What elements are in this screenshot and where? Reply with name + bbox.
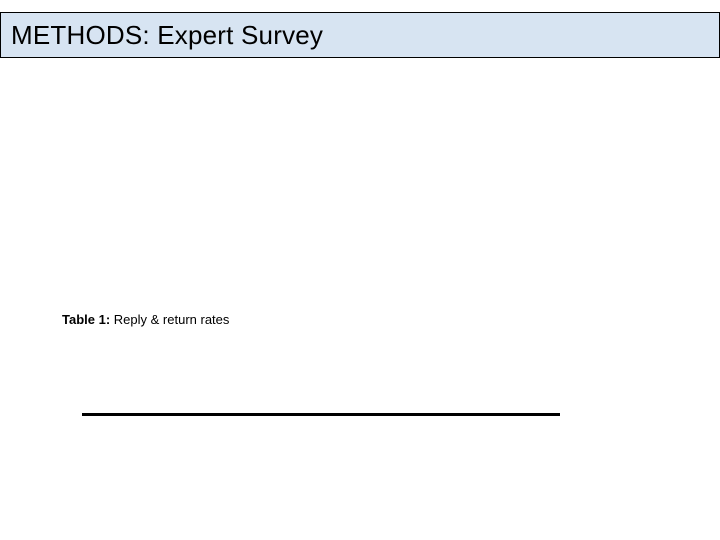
slide: METHODS: Expert Survey Table 1: Reply & …	[0, 0, 720, 540]
table-caption: Table 1: Reply & return rates	[62, 312, 229, 327]
table-caption-label: Table 1:	[62, 312, 110, 327]
slide-title: METHODS: Expert Survey	[11, 20, 323, 51]
table-caption-text: Reply & return rates	[110, 312, 229, 327]
title-bar: METHODS: Expert Survey	[0, 12, 720, 58]
table-rule	[82, 413, 560, 416]
